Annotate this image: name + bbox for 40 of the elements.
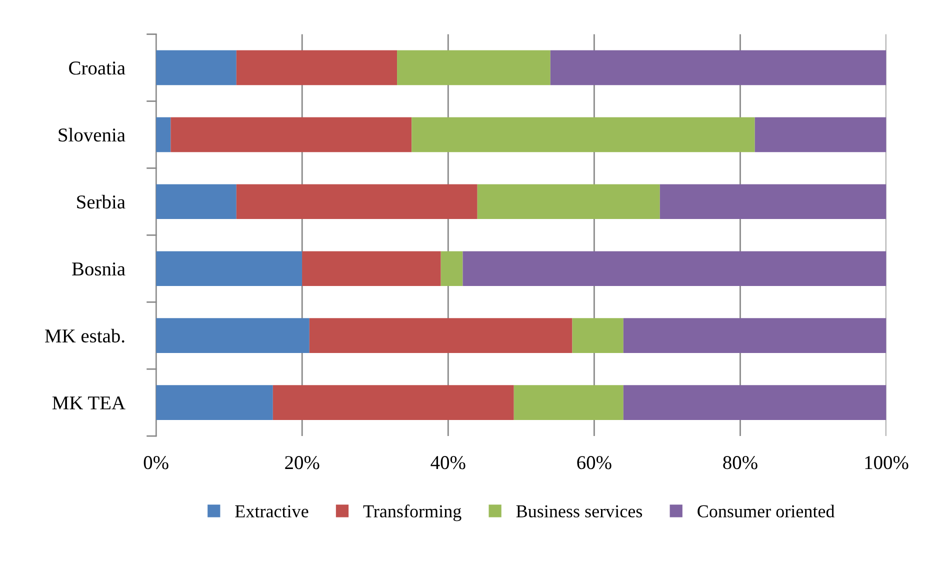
y-tick-label: MK estab. — [45, 328, 124, 343]
bar — [236, 50, 398, 86]
bar — [754, 117, 886, 152]
bar — [309, 318, 572, 353]
bar — [440, 251, 463, 286]
bar — [397, 50, 550, 86]
legend-label: Business services — [516, 505, 642, 518]
y-tick-label: MK TEA — [52, 396, 126, 410]
bar — [156, 318, 310, 353]
y-tick-label: Serbia — [77, 194, 126, 209]
y-tick-label: Bosnia — [72, 262, 126, 276]
x-tick-label: 100% — [865, 456, 908, 470]
bar — [156, 251, 302, 286]
bar — [156, 385, 273, 420]
bar — [623, 318, 886, 353]
legend-label: Consumer oriented — [698, 504, 835, 518]
bar — [514, 385, 624, 420]
bar — [412, 117, 755, 152]
bar — [272, 385, 514, 420]
x-tick-label: 40% — [430, 456, 466, 470]
bar — [170, 117, 412, 152]
legend-label: Extractive — [235, 505, 308, 518]
x-tick-label: 20% — [285, 456, 320, 470]
bar — [156, 50, 236, 86]
bar — [660, 184, 886, 220]
x-tick-label: 80% — [723, 456, 758, 470]
bar — [572, 318, 624, 353]
bar — [156, 117, 171, 152]
y-tick-label: Slovenia — [58, 128, 126, 142]
bar — [550, 50, 886, 86]
bar — [462, 251, 886, 286]
x-tick-label: 0% — [144, 456, 168, 470]
x-tick-label: 60% — [577, 456, 612, 470]
bar — [623, 385, 886, 420]
y-tick-label: Croatia — [69, 62, 126, 75]
bar — [236, 184, 478, 220]
bar — [156, 184, 236, 220]
bar — [302, 251, 441, 286]
legend-label: Transforming — [363, 504, 462, 522]
bar — [477, 184, 660, 220]
